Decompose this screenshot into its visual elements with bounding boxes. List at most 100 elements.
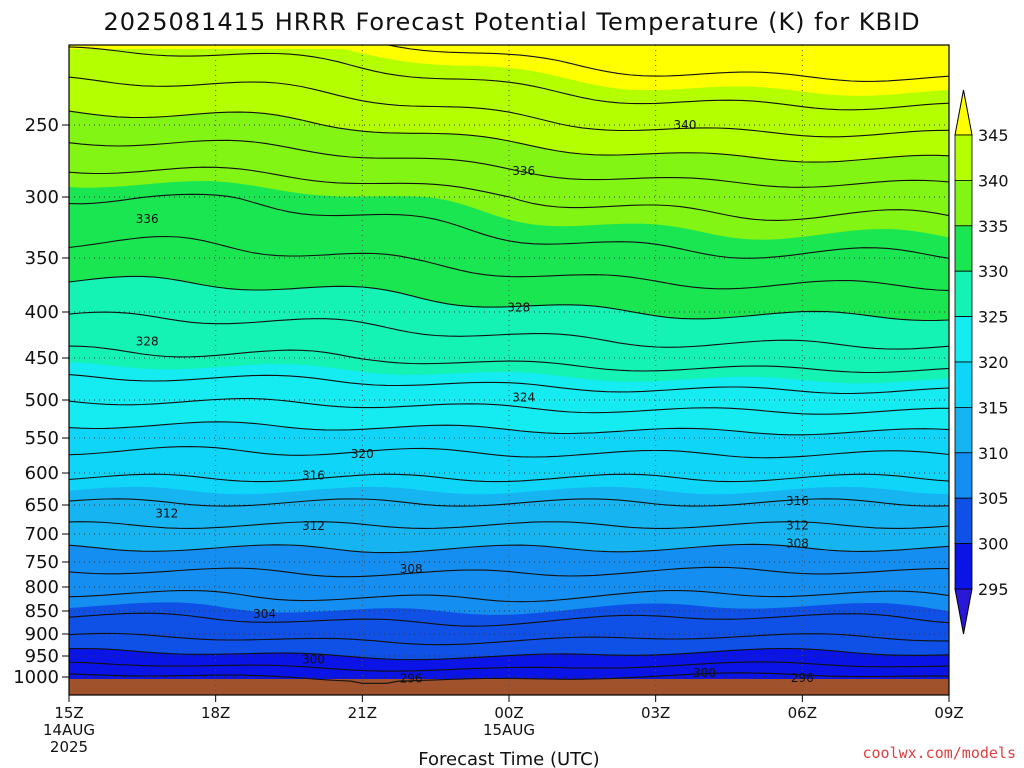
colorbar-label-295: 295 — [978, 580, 1009, 599]
potential-temperature-fill — [69, 45, 949, 695]
contour-label-296: 296 — [400, 671, 423, 685]
colorbar: 345 340 335 330 325 320 315 310 305 300 295 — [954, 89, 1009, 635]
colorbar-swatch-295 — [954, 543, 973, 590]
colorbar-label-340: 340 — [978, 171, 1009, 190]
isotherm-326 — [69, 345, 949, 374]
y-tick-label-650: 650 — [25, 495, 59, 516]
y-tick-label-900: 900 — [25, 624, 59, 645]
fill-band-345-350 — [322, 45, 949, 96]
y-tick-label-850: 850 — [25, 601, 59, 622]
contour-label-300: 300 — [693, 666, 716, 680]
ground-surface — [69, 679, 949, 695]
x-tick-label-2-0: 21Z — [348, 704, 377, 722]
y-tick-label-750: 750 — [25, 552, 59, 573]
y-tick-label-350: 350 — [25, 248, 59, 269]
colorbar-swatch-310 — [954, 406, 973, 454]
contour-label-304: 304 — [253, 607, 276, 621]
isotherm-318 — [69, 446, 949, 459]
isotherm-340 — [69, 110, 949, 163]
surface-strip — [69, 679, 949, 695]
colorbar-swatch-305 — [954, 452, 973, 499]
isotherm-330 — [69, 275, 949, 322]
colorbar-arrow-top — [954, 89, 973, 136]
contour-label-328: 328 — [136, 334, 159, 348]
isotherm-322 — [69, 398, 949, 415]
x-axis-label: Forecast Time (UTC) — [418, 749, 599, 768]
x-tick-label-0-1: 14AUG — [43, 721, 95, 739]
contour-label-316: 316 — [302, 469, 325, 483]
y-tick-label-500: 500 — [25, 390, 59, 411]
isotherm-302 — [69, 632, 949, 646]
isotherm-310 — [69, 543, 949, 554]
contour-label-308: 308 — [786, 537, 809, 551]
fill-band-310-315 — [69, 486, 949, 553]
fill-top-edge — [69, 45, 949, 49]
y-tick-label-600: 600 — [25, 463, 59, 484]
contour-label-312: 312 — [302, 519, 325, 533]
y-tick-label-300: 300 — [25, 187, 59, 208]
colorbar-swatch-325 — [954, 270, 973, 318]
contour-label-336: 336 — [512, 164, 535, 178]
colorbar-arrow-bottom — [954, 588, 973, 635]
isotherm-332 — [69, 235, 949, 292]
contour-label-300: 300 — [302, 652, 325, 666]
isotherm-306 — [69, 589, 949, 603]
colorbar-swatch-335 — [954, 179, 973, 227]
contour-label-312: 312 — [155, 507, 178, 521]
x-tick-label-4-0: 03Z — [641, 704, 670, 722]
y-tick-label-550: 550 — [25, 428, 59, 449]
chart-title: 2025081415 HRRR Forecast Potential Tempe… — [103, 8, 920, 36]
contour-label-316: 316 — [786, 494, 809, 508]
contour-label-320: 320 — [351, 447, 374, 461]
x-tick-label-6-0: 09Z — [934, 704, 963, 722]
y-tick-label-400: 400 — [25, 302, 59, 323]
isotherm-308 — [69, 566, 949, 578]
x-tick-label-1-0: 18Z — [201, 704, 230, 722]
isotherm-334 — [69, 193, 949, 259]
isotherm-316 — [69, 473, 949, 483]
isotherm-312 — [69, 521, 949, 529]
colorbar-label-335: 335 — [978, 217, 1009, 236]
contour-label-328: 328 — [507, 301, 530, 315]
isotherm-346 — [385, 45, 949, 82]
isotherm-328 — [69, 311, 949, 350]
isotherm-338 — [69, 139, 949, 188]
isotherm-300 — [69, 647, 949, 661]
colorbar-swatch-320 — [954, 316, 973, 363]
x-tick-label-0-2: 2025 — [50, 738, 88, 756]
isotherm-contours — [69, 45, 949, 684]
y-tick-label-800: 800 — [25, 577, 59, 598]
contour-label-336: 336 — [136, 212, 159, 226]
credit-text: coolwx.com/models — [862, 744, 1016, 762]
x-tick-label-3-1: 15AUG — [483, 721, 535, 739]
isotherm-304 — [69, 612, 949, 627]
y-tick-label-950: 950 — [25, 646, 59, 667]
contour-label-340: 340 — [674, 118, 697, 132]
colorbar-label-345: 345 — [978, 126, 1009, 145]
isotherm-296 — [69, 672, 949, 684]
y-tick-label-450: 450 — [25, 348, 59, 369]
y-tick-label-1000: 1000 — [13, 667, 59, 688]
contour-labels: 340 336 336 328 328 324 320 316 316 312 312 312 308 3… — [136, 118, 814, 685]
fill-band-305-310 — [69, 543, 949, 615]
colorbar-label-300: 300 — [978, 535, 1009, 554]
isotherm-324 — [69, 374, 949, 395]
y-tick-label-250: 250 — [25, 115, 59, 136]
contour-label-324: 324 — [512, 390, 535, 404]
colorbar-swatch-330 — [954, 225, 973, 272]
contour-label-308: 308 — [400, 562, 423, 576]
colorbar-swatch-340 — [954, 134, 973, 181]
isotherm-298 — [69, 661, 949, 672]
x-tick-label-0-0: 15Z — [54, 704, 83, 722]
isotherm-336 — [69, 166, 949, 221]
colorbar-label-330: 330 — [978, 262, 1009, 281]
colorbar-label-305: 305 — [978, 489, 1009, 508]
colorbar-label-310: 310 — [978, 444, 1009, 463]
colorbar-swatch-300 — [954, 497, 973, 545]
x-tick-label-5-0: 06Z — [788, 704, 817, 722]
isotherm-320 — [69, 421, 949, 436]
colorbar-label-315: 315 — [978, 398, 1009, 417]
